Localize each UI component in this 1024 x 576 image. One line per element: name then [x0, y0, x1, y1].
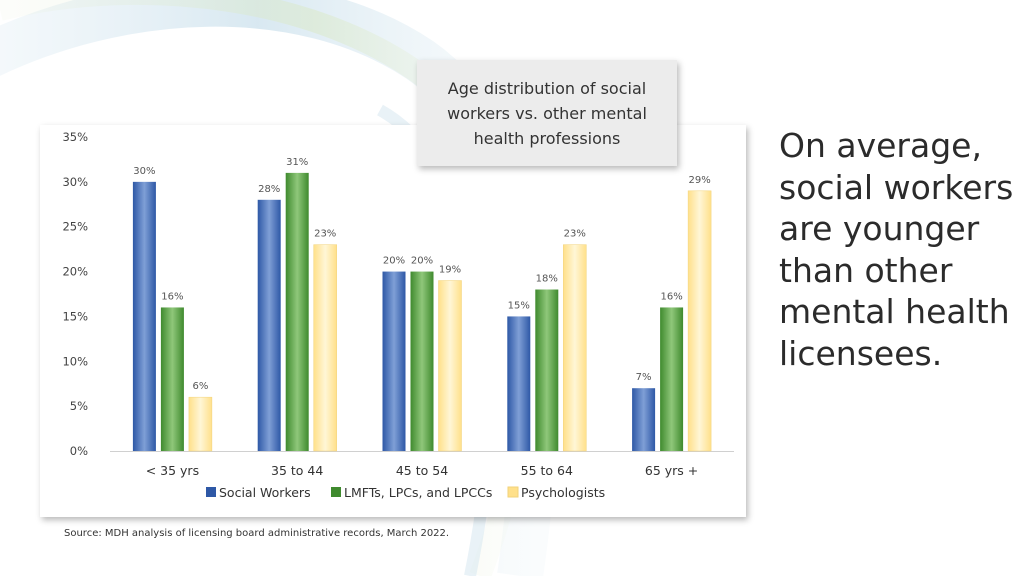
- bar: [285, 172, 309, 451]
- bar: [660, 307, 684, 451]
- legend-swatch: [206, 487, 216, 497]
- y-tick-label: 35%: [62, 130, 88, 144]
- chart-title: Age distribution of social workers vs. o…: [417, 60, 677, 166]
- bar: [687, 190, 712, 452]
- bar: [563, 244, 587, 452]
- data-label: 6%: [192, 381, 208, 392]
- bar-chart: 0% 5% 10% 15% 20% 25% 30% 35% 30% 16% 6% < 35 yrs 28…: [62, 130, 734, 500]
- y-tick-label: 5%: [70, 399, 88, 413]
- legend-swatch: [331, 487, 341, 497]
- bar: [132, 181, 156, 451]
- bar: [188, 396, 213, 452]
- data-label: 15%: [508, 300, 530, 311]
- x-tick-label: 35 to 44: [271, 463, 323, 478]
- data-label: 29%: [688, 175, 710, 186]
- data-label: 28%: [258, 184, 280, 195]
- y-tick-label: 10%: [62, 354, 88, 368]
- y-tick-label: 30%: [62, 175, 88, 189]
- y-tick-label: 25%: [62, 220, 88, 234]
- bar: [410, 271, 434, 451]
- data-label: 30%: [133, 166, 155, 177]
- legend-label: LMFTs, LPCs, and LPCCs: [344, 485, 492, 500]
- bar: [438, 280, 462, 452]
- x-tick-label: 55 to 64: [521, 463, 573, 478]
- legend-swatch: [507, 486, 519, 498]
- data-label: 23%: [564, 229, 586, 240]
- data-label: 23%: [314, 229, 336, 240]
- data-label: 16%: [161, 291, 183, 302]
- source-note: Source: MDH analysis of licensing board …: [64, 528, 450, 539]
- data-label: 18%: [536, 274, 558, 285]
- chart-panel: 0% 5% 10% 15% 20% 25% 30% 35% 30% 16% 6% < 35 yrs 28…: [40, 125, 746, 517]
- bar: [507, 316, 531, 451]
- headline: On average, social workers are younger t…: [779, 126, 1014, 373]
- data-label: 20%: [411, 256, 433, 267]
- data-label: 16%: [660, 291, 682, 302]
- bar: [160, 307, 184, 451]
- data-label: 20%: [383, 256, 405, 267]
- legend-label: Social Workers: [219, 485, 311, 500]
- bar: [535, 289, 559, 451]
- x-tick-label: < 35 yrs: [146, 463, 199, 478]
- bar: [632, 388, 656, 451]
- x-tick-label: 45 to 54: [396, 463, 448, 478]
- bar: [382, 271, 406, 451]
- x-tick-label: 65 yrs +: [645, 463, 698, 478]
- y-tick-label: 0%: [70, 444, 88, 458]
- legend-label: Psychologists: [521, 485, 605, 500]
- bar: [313, 244, 337, 452]
- y-tick-label: 20%: [62, 265, 88, 279]
- data-label: 19%: [439, 265, 461, 276]
- y-tick-label: 15%: [62, 309, 88, 323]
- data-label: 31%: [286, 157, 308, 168]
- bar: [257, 199, 281, 451]
- data-label: 7%: [636, 372, 652, 383]
